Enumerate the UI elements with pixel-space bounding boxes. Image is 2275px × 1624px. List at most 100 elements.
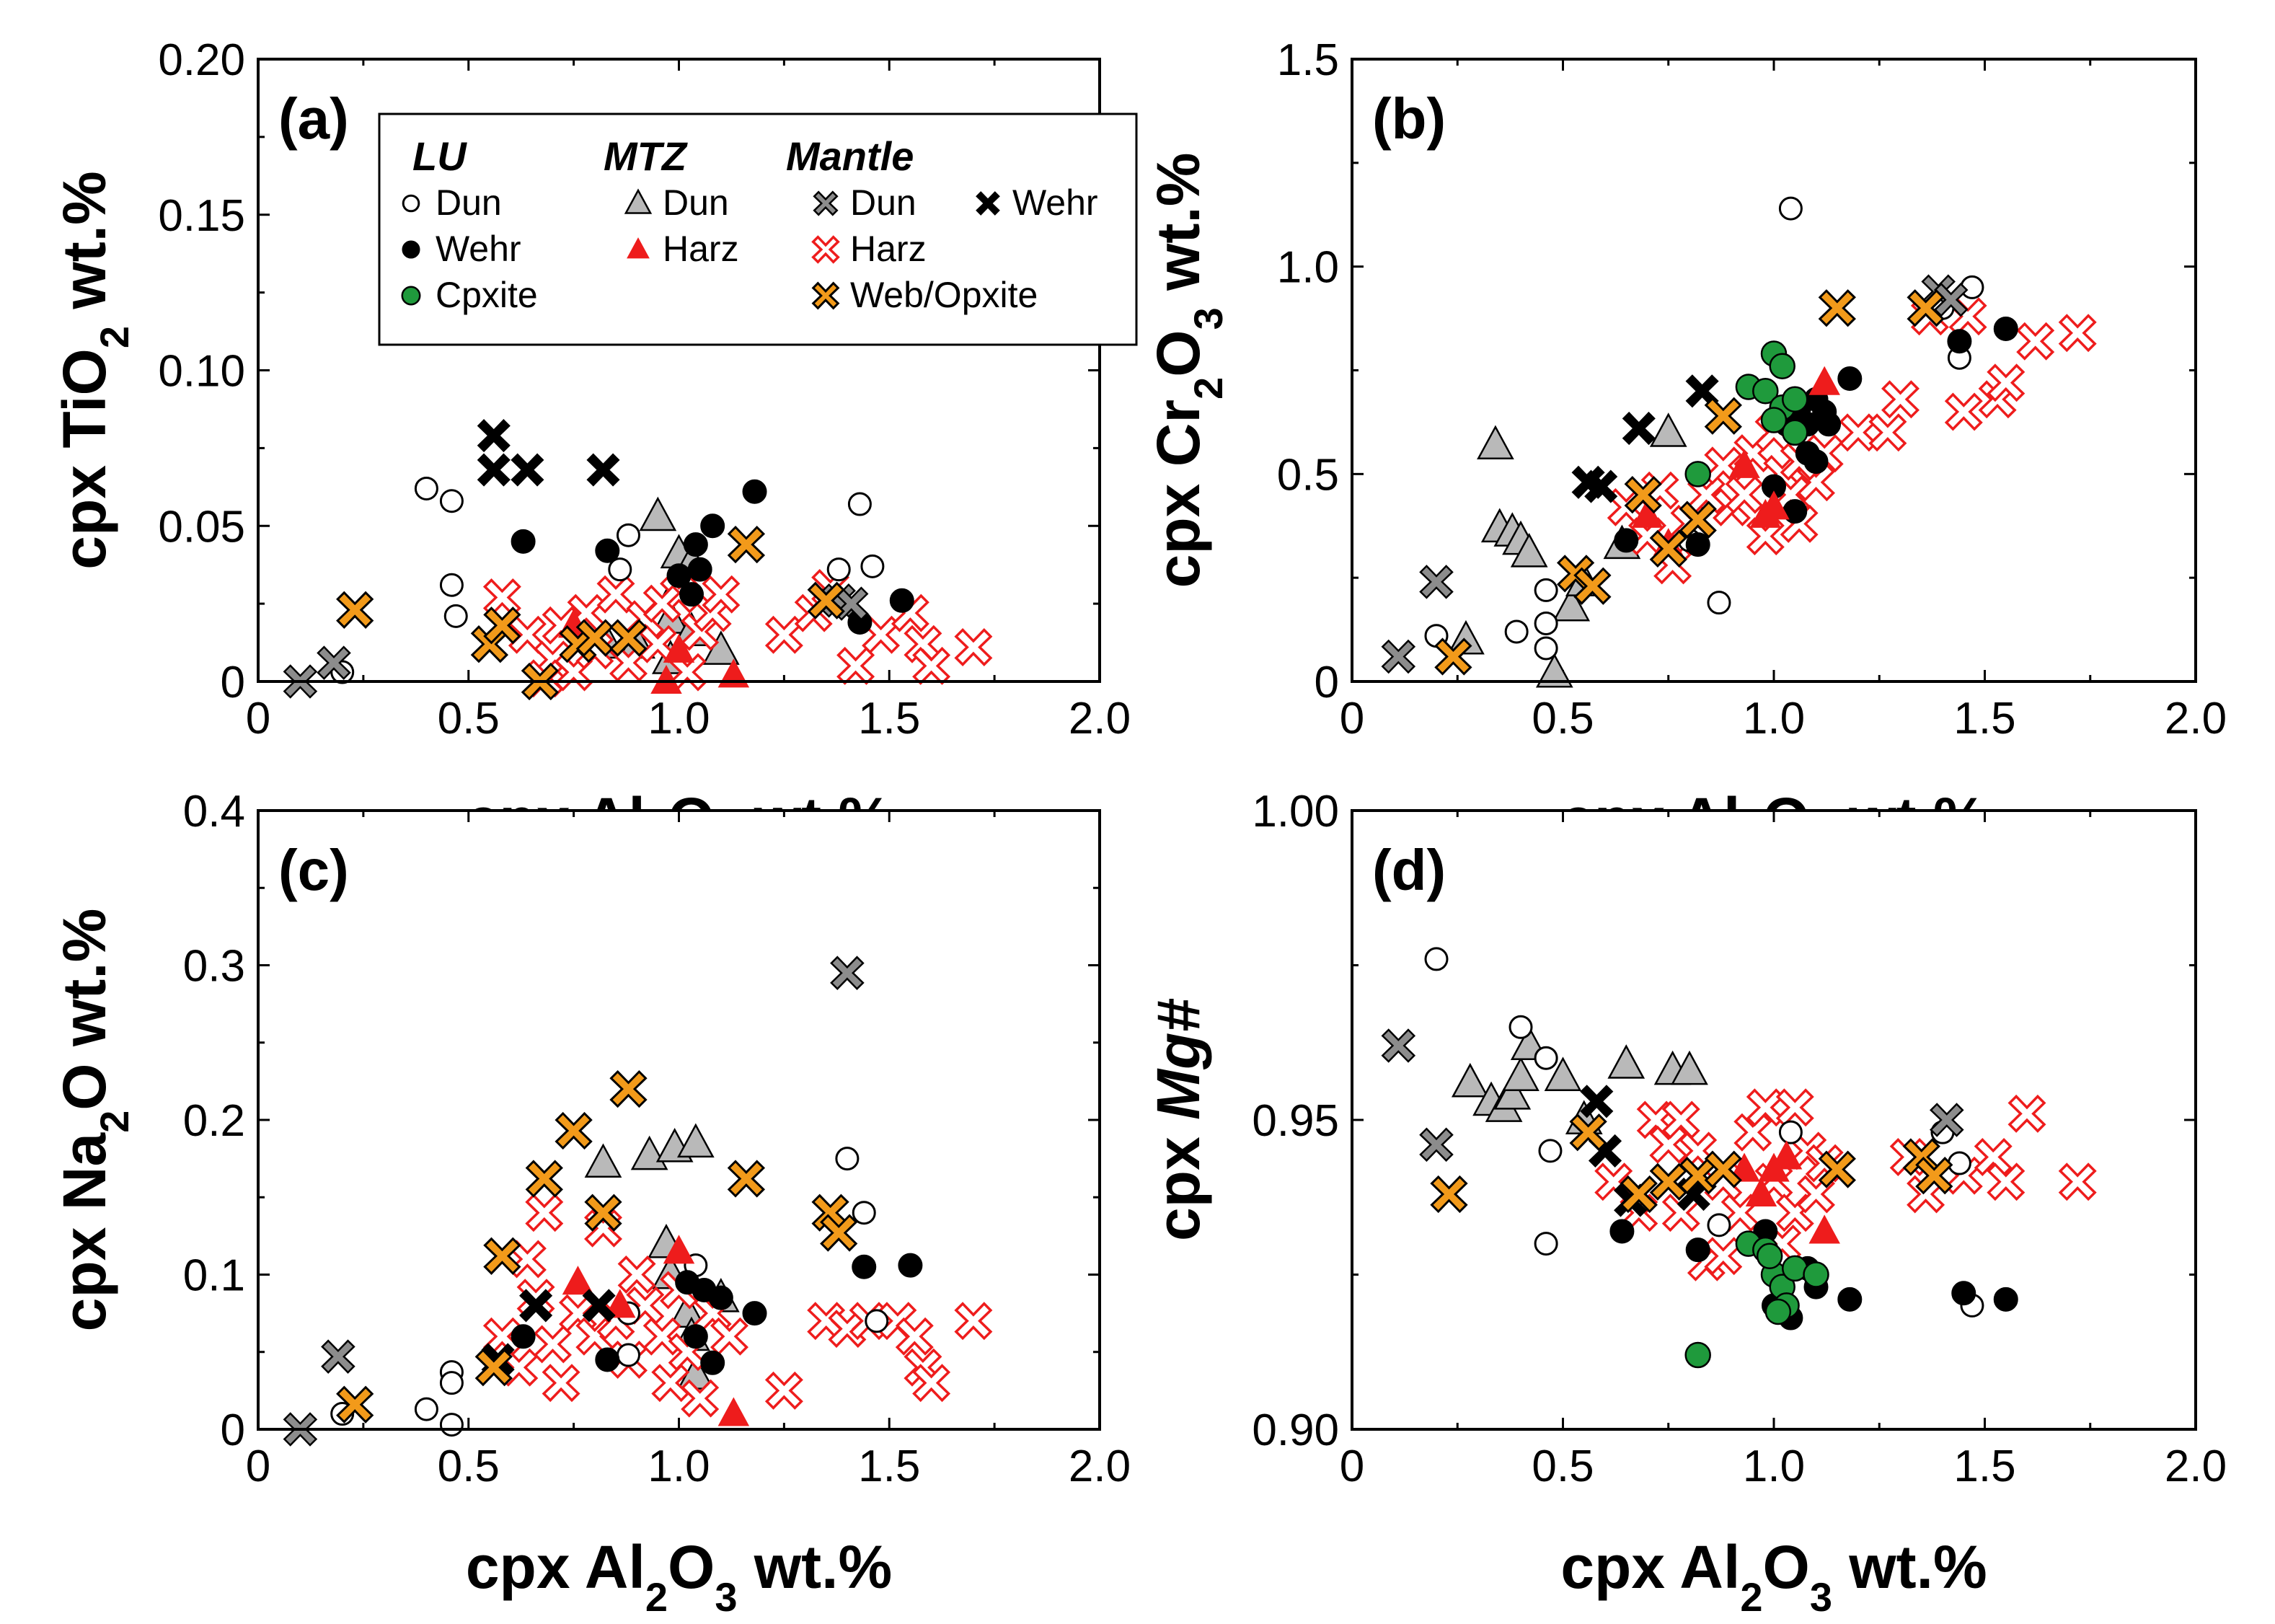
x-tick-label: 2.0 xyxy=(1069,1442,1131,1491)
point-mantle-webopx xyxy=(1679,500,1717,539)
point-mtz-dun xyxy=(584,1143,622,1178)
point-mantle-harz xyxy=(1704,1237,1743,1276)
point-lu-wehr xyxy=(852,1254,877,1279)
x-tick-label: 0.5 xyxy=(438,694,500,743)
point-lu-dun xyxy=(439,573,464,597)
point-mantle-dun xyxy=(1419,1127,1454,1162)
x-tick-label: 0 xyxy=(246,1442,270,1491)
point-lu-dun xyxy=(616,523,640,547)
point-mantle-harz xyxy=(764,615,803,654)
point-mantle-harz xyxy=(1987,1162,2026,1201)
y-tick-label: 1.0 xyxy=(1277,243,1339,293)
point-mantle-webopx xyxy=(1818,1150,1856,1188)
point-mantle-dun xyxy=(1381,1028,1416,1063)
point-mantle-webopx xyxy=(555,1111,593,1150)
y-tick-label: 0 xyxy=(221,658,245,707)
y-axis-label-b: cpx Cr2O3 wt.% xyxy=(1144,153,1231,588)
point-mantle-harz xyxy=(702,575,741,614)
point-mantle-harz xyxy=(617,1255,656,1294)
point-mantle-webopx xyxy=(727,1160,766,1198)
point-mantle-webopx xyxy=(474,1349,513,1387)
x-tick-label: 1.5 xyxy=(858,694,920,743)
y-tick-label: 0.1 xyxy=(183,1251,245,1301)
point-mtz-dun xyxy=(1451,1062,1489,1098)
point-mantle-webopx xyxy=(1434,637,1472,676)
point-lu-dun xyxy=(1778,1120,1803,1144)
point-lu-dun xyxy=(826,557,851,582)
point-mtz-dun xyxy=(1510,533,1548,568)
panel-c: 0 0.5 1.0 1.5 2.0 0 0.1 0.2 0.3 0.4 (c) cpx Al2O3 w… xyxy=(50,787,1131,1620)
point-mantle-webopx xyxy=(1818,289,1856,327)
point-mantle-webopx xyxy=(1649,529,1687,568)
y-tick-label: 0 xyxy=(1315,658,1339,707)
x-tick-label: 0 xyxy=(1340,1442,1364,1491)
point-mantle-harz xyxy=(1746,1088,1785,1127)
point-mantle-dun xyxy=(830,956,865,990)
point-mantle-wehr xyxy=(477,453,511,487)
point-mantle-webopx xyxy=(483,1237,521,1275)
plot-frame-b xyxy=(1351,58,2197,683)
point-mantle-webopx xyxy=(820,1214,858,1252)
y-axis-label-d: cpx Mg# xyxy=(1144,999,1212,1241)
data-points-d xyxy=(1381,947,2097,1369)
point-lu-wehr xyxy=(1816,412,1842,437)
point-mantle-harz xyxy=(895,1317,934,1356)
legend-marker-lu-dun xyxy=(402,194,420,213)
point-lu-dun xyxy=(1534,611,1558,635)
x-tick-label: 1.0 xyxy=(648,1442,710,1491)
point-lu-dun xyxy=(443,604,468,628)
point-lu-dun xyxy=(608,557,632,582)
y-axis-label-c: cpx Na2O wt.% xyxy=(50,909,137,1332)
point-lu-dun xyxy=(1508,1015,1533,1039)
point-lu-cpxite xyxy=(1684,1341,1711,1369)
point-lu-wehr xyxy=(683,532,708,557)
point-lu-dun xyxy=(1947,1151,1971,1175)
point-mantle-harz xyxy=(2007,1094,2046,1133)
point-mtz-harz xyxy=(663,1235,695,1264)
point-lu-cpxite xyxy=(1803,1261,1829,1288)
point-lu-wehr xyxy=(679,582,704,607)
point-lu-wehr xyxy=(1609,1219,1635,1244)
point-lu-wehr xyxy=(1951,1281,1976,1306)
point-mantle-wehr xyxy=(582,1289,616,1323)
legend-marker-mantle-wehr xyxy=(976,191,1000,216)
x-tick-label: 1.0 xyxy=(1743,694,1805,743)
legend-marker-lu-cpxite xyxy=(401,286,421,306)
point-mtz-harz xyxy=(1745,1177,1777,1206)
point-mantle-harz xyxy=(1881,380,1920,419)
point-lu-dun xyxy=(1778,196,1803,221)
point-mantle-wehr xyxy=(1580,1085,1614,1118)
x-tick-label: 0.5 xyxy=(1532,694,1594,743)
point-lu-cpxite xyxy=(1684,461,1711,487)
legend-marker-mantle-harz xyxy=(811,235,840,264)
legend-label: Harz xyxy=(663,229,739,269)
y-tick-label: 0.05 xyxy=(158,502,245,552)
point-mantle-harz xyxy=(1944,392,1983,431)
point-lu-wehr xyxy=(742,479,767,504)
legend-label: Dun xyxy=(436,182,502,223)
point-lu-dun xyxy=(860,554,885,578)
point-lu-wehr xyxy=(708,1285,733,1310)
point-mantle-harz xyxy=(642,584,681,623)
point-mantle-webopx xyxy=(609,1069,648,1108)
point-mtz-dun xyxy=(1535,653,1573,688)
point-lu-dun xyxy=(439,489,464,513)
point-mtz-dun xyxy=(1552,586,1591,622)
point-mantle-webopx xyxy=(1704,397,1742,435)
point-mantle-webopx xyxy=(336,1385,374,1424)
x-tick-label: 2.0 xyxy=(2165,1442,2227,1491)
legend-header: LU xyxy=(412,133,467,179)
point-mtz-dun xyxy=(1477,425,1514,460)
point-lu-wehr xyxy=(1614,528,1639,553)
point-lu-dun xyxy=(414,476,438,500)
plot-frame-d xyxy=(1351,809,2197,1431)
point-lu-dun xyxy=(1534,1232,1558,1256)
point-mantle-dun xyxy=(1381,639,1416,674)
point-mtz-harz xyxy=(717,1397,750,1426)
point-mtz-harz xyxy=(1770,1140,1803,1170)
y-axis-label-a: cpx TiO2 wt.% xyxy=(50,171,137,569)
panel-label-c: (c) xyxy=(278,838,349,902)
legend-header: MTZ xyxy=(604,133,688,179)
point-mantle-webopx xyxy=(525,1160,563,1198)
